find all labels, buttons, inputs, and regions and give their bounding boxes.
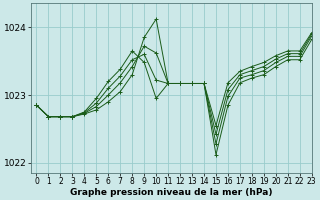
- X-axis label: Graphe pression niveau de la mer (hPa): Graphe pression niveau de la mer (hPa): [70, 188, 272, 197]
